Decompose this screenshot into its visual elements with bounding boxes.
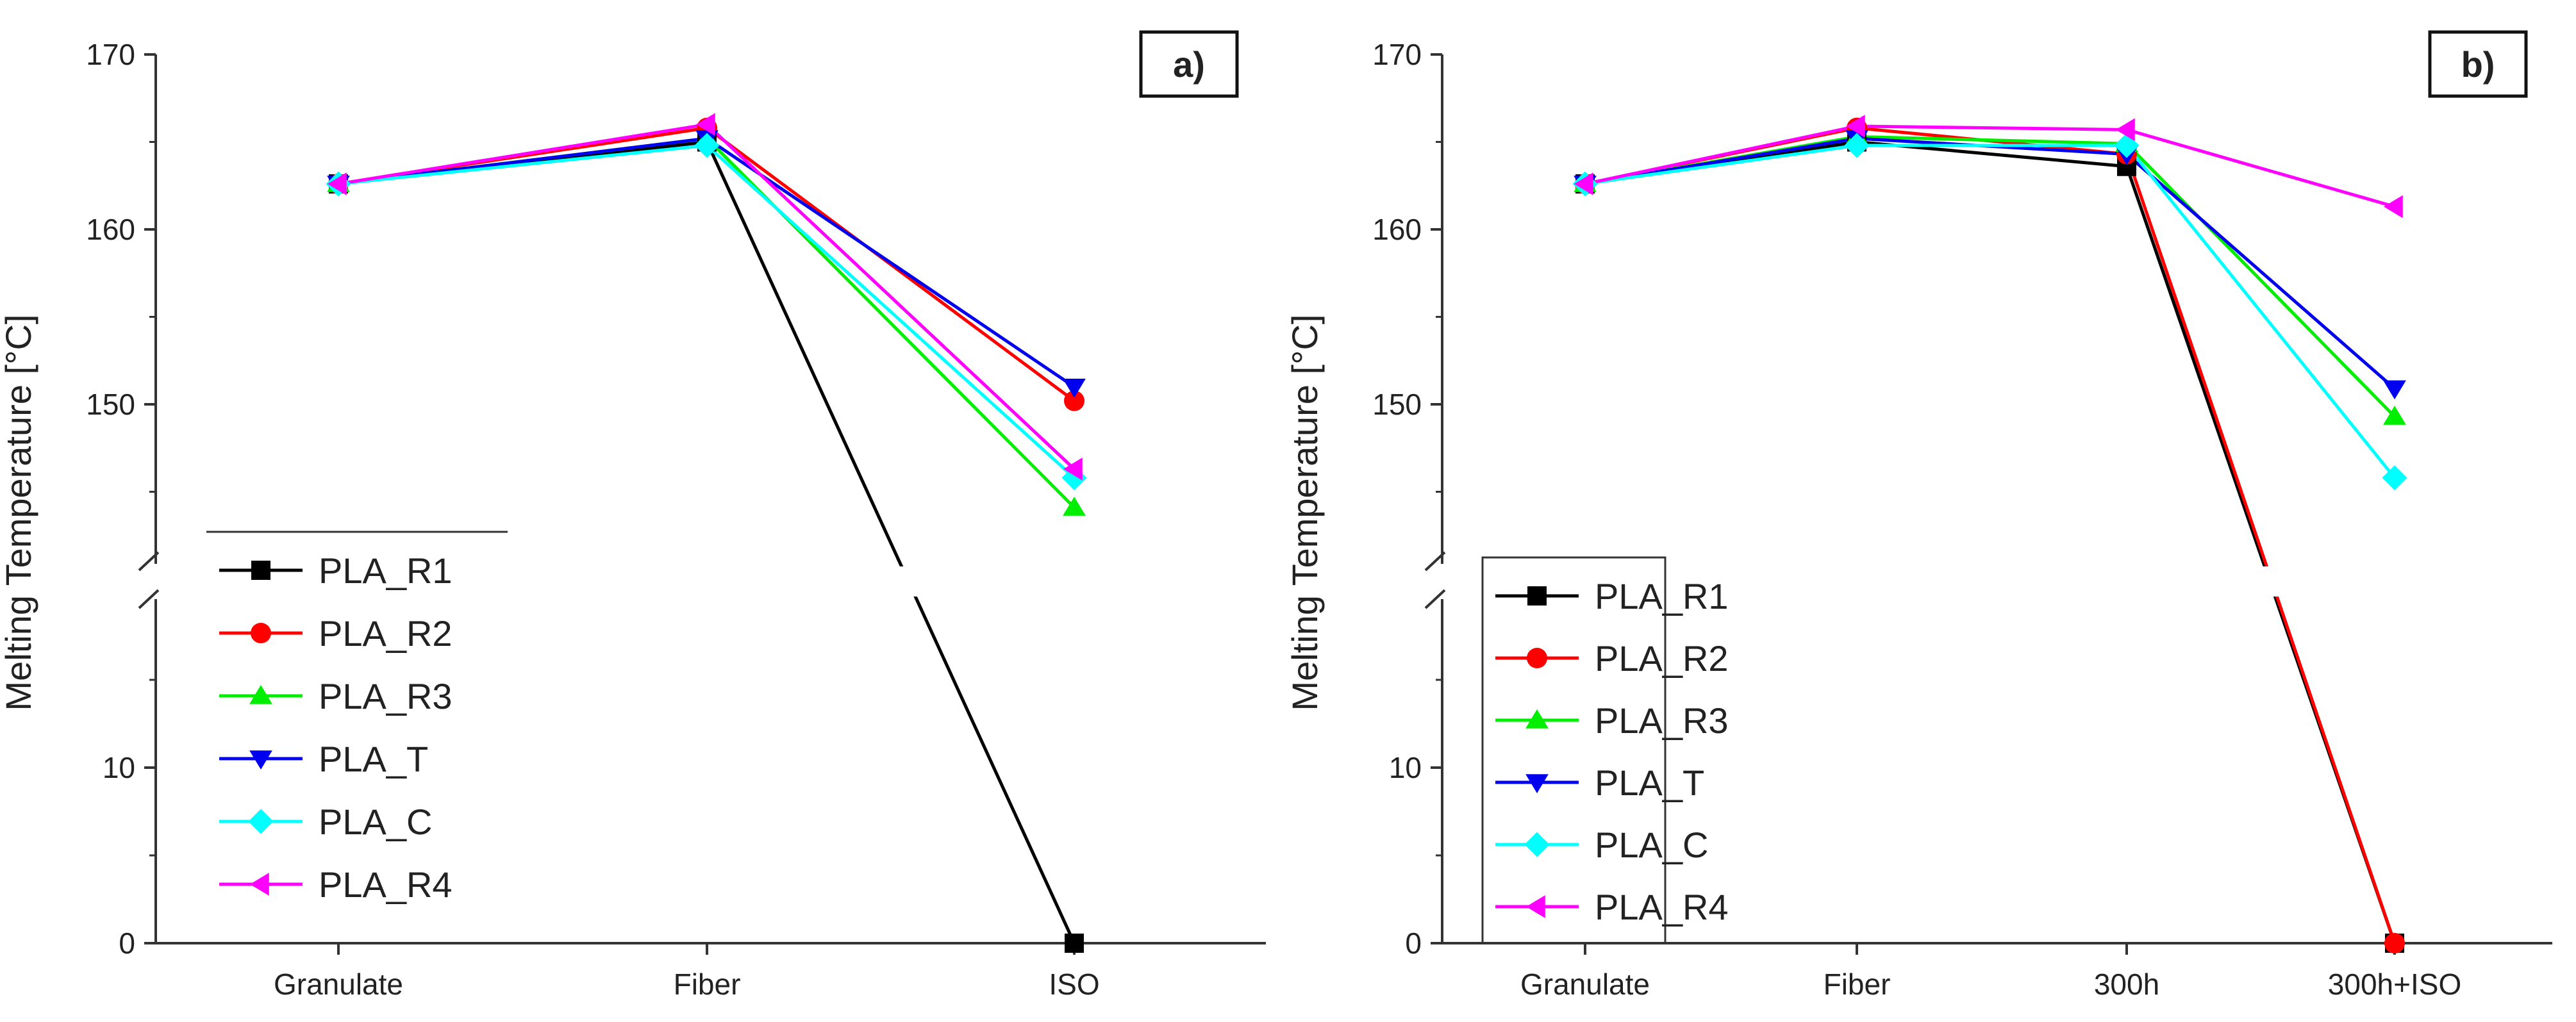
- y-tick-label: 170: [86, 38, 135, 71]
- y-axis-break-mark: [1424, 589, 1446, 609]
- legend-label: PLA_R1: [1595, 576, 1729, 616]
- y-tick-label: 0: [1405, 927, 1422, 960]
- legend-label: PLA_R4: [1595, 887, 1729, 927]
- legend-label: PLA_R3: [319, 676, 453, 716]
- data-point: [1064, 390, 1084, 411]
- legend-label: PLA_T: [1595, 762, 1704, 803]
- x-tick-label: Fiber: [1824, 968, 1891, 1001]
- series-line-pla-r2: [1584, 126, 2397, 944]
- series-line-pla-r4: [1584, 124, 2395, 208]
- y-tick-label: 10: [103, 751, 135, 784]
- legend-label: PLA_T: [319, 739, 428, 779]
- legend-label: PLA_C: [1595, 825, 1708, 865]
- data-point: [328, 172, 347, 195]
- legend-marker: [1526, 895, 1545, 918]
- data-point: [696, 113, 715, 136]
- legend-label: PLA_C: [319, 802, 432, 842]
- x-tick-label: ISO: [1049, 968, 1099, 1001]
- series-line-pla-r3: [1584, 135, 2396, 418]
- x-tick-label: 300h: [2094, 968, 2159, 1001]
- series-line-pla-t: [1584, 136, 2396, 390]
- legend-marker: [251, 561, 270, 580]
- legend: PLA_R1 PLA_R2 PLA_R3 PLA_T PLA_C PLA_R4: [206, 531, 508, 905]
- legend-label: PLA_R2: [1595, 638, 1729, 679]
- legend-marker: [251, 623, 271, 643]
- legend-label: PLA_R4: [319, 864, 453, 905]
- data-point: [1844, 133, 1870, 158]
- panel-label-box: [2428, 30, 2528, 98]
- data-point: [2382, 465, 2407, 491]
- y-axis-break-mark: [1424, 551, 1446, 572]
- data-point: [1063, 378, 1086, 398]
- legend-border: [1481, 556, 1666, 944]
- axis-break-gap: [1446, 566, 2552, 597]
- legend-marker: [250, 873, 269, 896]
- chart-panel-a: 150 160 170 0 10 Granulate Fiber ISO Melting Tem…: [0, 30, 1266, 1001]
- legend-marker: [1524, 832, 1550, 857]
- y-axis-label: Melting Temperature [°C]: [1284, 315, 1325, 711]
- legend-marker: [248, 809, 274, 834]
- series-line-pla-r3: [338, 136, 1076, 509]
- data-point: [2383, 380, 2406, 400]
- y-axis-label: Melting Temperature [°C]: [0, 315, 38, 711]
- y-tick-label: 160: [1372, 213, 1422, 246]
- legend-marker: [249, 685, 272, 704]
- legend-marker: [249, 750, 272, 770]
- panel-label: a): [1173, 44, 1205, 85]
- series-line-pla-r1: [338, 140, 1076, 944]
- y-tick-label: 170: [1372, 38, 1422, 71]
- chart-panel-b: 150 160 170 0 10 Granulate Fiber 300h 300h+ISO Me…: [1284, 30, 2552, 1001]
- data-point: [1574, 172, 1593, 195]
- y-tick-label: 0: [119, 927, 135, 960]
- series-line-pla-r4: [338, 122, 1076, 470]
- data-point: [1065, 934, 1084, 953]
- x-tick-label: 300h+ISO: [2328, 968, 2461, 1001]
- data-point: [694, 133, 720, 158]
- legend-label: PLA_R2: [319, 613, 453, 654]
- data-point: [1846, 115, 1865, 138]
- series-line-pla-r1: [1584, 140, 2397, 944]
- y-tick-label: 160: [86, 213, 135, 246]
- series-line-pla-c: [1584, 144, 2396, 479]
- series-line-pla-t: [338, 136, 1076, 388]
- x-tick-label: Granulate: [274, 968, 403, 1001]
- legend-label: PLA_R3: [1595, 700, 1729, 741]
- y-tick-label: 150: [1372, 388, 1422, 421]
- panel-label-box: [1139, 30, 1239, 98]
- data-point: [1063, 497, 1086, 516]
- legend: PLA_R1 PLA_R2 PLA_R3 PLA_T PLA_C PLA_R4: [1481, 556, 1758, 944]
- legend-marker: [1527, 648, 1547, 668]
- legend-marker: [1525, 709, 1549, 729]
- y-tick-label: 150: [86, 388, 135, 421]
- y-axis-break-mark: [138, 551, 160, 572]
- legend-label: PLA_R1: [319, 550, 453, 591]
- data-point: [1063, 457, 1083, 481]
- x-tick-label: Fiber: [674, 968, 741, 1001]
- data-point: [2116, 118, 2135, 142]
- data-point: [2384, 933, 2405, 953]
- panel-label: b): [2461, 44, 2495, 85]
- x-tick-label: Granulate: [1520, 968, 1650, 1001]
- data-point: [2384, 195, 2403, 218]
- y-axis-break-mark: [138, 589, 160, 609]
- y-tick-label: 10: [1389, 751, 1422, 784]
- axis-break-gap: [160, 566, 1266, 597]
- legend-marker: [1525, 774, 1549, 793]
- legend-marker: [1527, 586, 1547, 606]
- data-point: [2383, 406, 2406, 425]
